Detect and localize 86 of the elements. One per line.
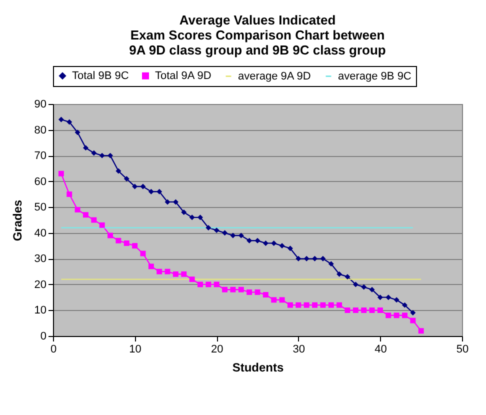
point: [377, 307, 383, 313]
point: [222, 286, 228, 292]
point: [230, 232, 236, 238]
point: [336, 302, 342, 308]
point: [58, 170, 64, 176]
text: 9A 9D class group and 9B 9C class group: [129, 42, 386, 58]
point: [312, 256, 318, 262]
point: [189, 276, 195, 282]
point: [418, 328, 424, 334]
y-tick-label: 10: [34, 304, 46, 317]
y-tick-label: 30: [34, 253, 46, 266]
point: [99, 222, 105, 228]
text: Average Values Indicated: [179, 12, 336, 28]
point: [99, 152, 105, 158]
y-axis-title: Grades: [10, 200, 24, 242]
point: [320, 256, 326, 262]
point: [116, 168, 122, 174]
point: [304, 256, 310, 262]
point: [148, 264, 154, 270]
point: [66, 119, 72, 125]
point: [108, 232, 113, 238]
legend-label: average 9B 9C: [338, 70, 412, 82]
point: [156, 268, 162, 274]
x-tick-label: 20: [210, 344, 224, 356]
x-axis-title: Students: [232, 360, 284, 374]
point: [82, 212, 88, 218]
x-tick-label: 50: [456, 344, 469, 356]
point: [140, 184, 146, 190]
point: [246, 289, 252, 295]
point: [238, 286, 244, 292]
point: [328, 261, 334, 267]
point: [124, 240, 130, 246]
point: [312, 302, 318, 308]
point: [172, 271, 178, 277]
text: Exam Scores Comparison Chart between: [130, 28, 385, 42]
point: [222, 230, 228, 236]
point: [214, 228, 220, 234]
point: [91, 150, 97, 156]
point: [181, 210, 187, 216]
point: [287, 246, 293, 252]
point: [344, 307, 350, 313]
point: [271, 240, 277, 246]
legend-label: Total 9B 9C: [72, 70, 129, 82]
y-tick-label: 60: [34, 176, 46, 188]
point: [336, 271, 342, 277]
y-tick-label: 40: [34, 227, 46, 240]
point: [377, 294, 383, 300]
point: [369, 286, 375, 292]
y-tick-label: 70: [34, 150, 46, 162]
y-tick-label: 0: [40, 330, 46, 342]
point: [402, 312, 408, 318]
point: [361, 307, 367, 313]
x-tick-label: 0: [50, 344, 57, 356]
point: [287, 302, 293, 308]
point: [271, 297, 277, 303]
legend-label: Total 9A 9D: [155, 70, 212, 82]
point: [352, 307, 358, 313]
point: [246, 238, 252, 244]
point: [181, 271, 187, 277]
point: [66, 191, 72, 197]
point: [189, 214, 195, 220]
point: [74, 206, 80, 212]
point: [386, 294, 392, 300]
point: [148, 188, 154, 194]
point: [262, 240, 268, 246]
y-tick-label: 90: [34, 98, 46, 110]
point: [74, 130, 80, 136]
point: [164, 199, 170, 205]
x-tick-label: 30: [292, 344, 306, 356]
point: [132, 243, 138, 249]
y-tick-label: 20: [34, 278, 46, 291]
point: [262, 292, 268, 298]
y-tick-label: 50: [34, 202, 46, 214]
point: [394, 297, 400, 303]
x-tick-label: 10: [129, 344, 142, 356]
point: [156, 188, 162, 194]
legend-label: average 9A 9D: [238, 70, 311, 82]
point: [296, 256, 302, 262]
x-tick-label: 40: [374, 344, 387, 356]
point: [82, 145, 88, 151]
point: [369, 307, 375, 313]
point: [254, 238, 260, 244]
point: [254, 289, 260, 295]
point: [198, 282, 203, 288]
y-tick-label: 80: [34, 124, 46, 136]
point: [352, 282, 358, 288]
